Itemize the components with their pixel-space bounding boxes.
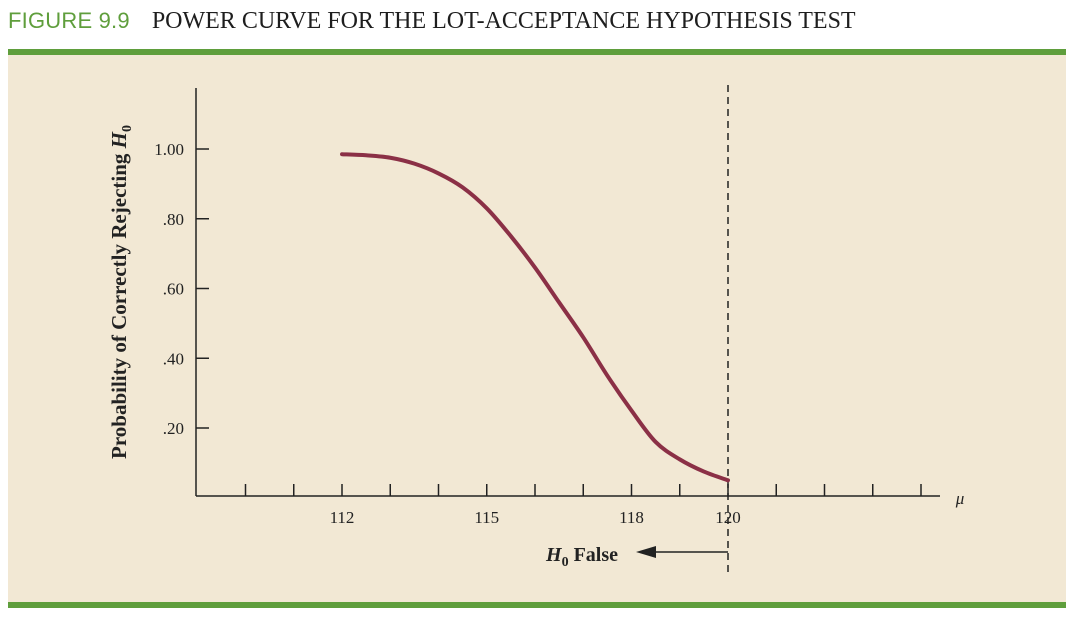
top-rule bbox=[8, 49, 1066, 55]
y-tick-label: 1.00 bbox=[154, 140, 184, 159]
h0-false-arrow-head bbox=[636, 546, 656, 558]
figure-title: POWER CURVE FOR THE LOT-ACCEPTANCE HYPOT… bbox=[151, 8, 856, 34]
bottom-rule bbox=[8, 602, 1066, 608]
y-tick-label: .60 bbox=[163, 280, 184, 299]
x-tick-label: 115 bbox=[474, 508, 499, 527]
y-axis-title: Probability of Correctly Rejecting H0 bbox=[107, 125, 135, 459]
x-axis-title: μ bbox=[955, 489, 965, 508]
y-tick-label: .80 bbox=[163, 210, 184, 229]
chart-panel bbox=[8, 55, 1066, 602]
figure-number: FIGURE 9.9 bbox=[8, 8, 130, 33]
h0-false-label: H0 False bbox=[545, 544, 618, 570]
x-tick-label: 120 bbox=[715, 508, 741, 527]
y-tick-label: .20 bbox=[163, 419, 184, 438]
figure-header: FIGURE 9.9 POWER CURVE FOR THE LOT-ACCEP… bbox=[8, 8, 856, 40]
x-tick-label: 112 bbox=[330, 508, 355, 527]
tick-marks bbox=[196, 148, 922, 496]
tick-labels: 1.00 .80 .60 .40 .20 112 115 118 120 μ Probability… bbox=[107, 125, 964, 527]
axes bbox=[195, 85, 940, 575]
annotations: H0 False bbox=[545, 544, 728, 570]
power-curve-line bbox=[340, 152, 730, 483]
series bbox=[340, 152, 730, 483]
y-tick-label: .40 bbox=[163, 349, 184, 368]
x-tick-label: 118 bbox=[619, 508, 644, 527]
